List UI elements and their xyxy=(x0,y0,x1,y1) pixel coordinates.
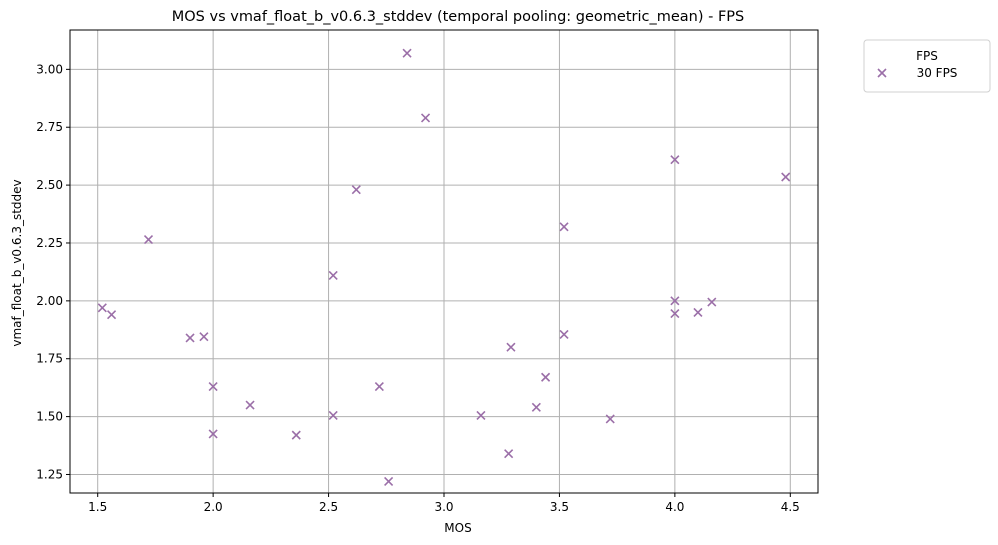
data-point xyxy=(351,185,361,195)
data-point xyxy=(559,222,569,232)
data-point xyxy=(420,113,431,123)
x-axis-ticks: 1.5 2.0 2.5 3.0 3.5 4.0 4.5 xyxy=(88,493,800,514)
y-tick-label: 1.50 xyxy=(36,410,63,424)
data-point xyxy=(245,400,255,410)
data-point xyxy=(504,449,514,459)
data-point xyxy=(670,155,680,165)
data-point xyxy=(208,429,218,439)
legend-marker-x xyxy=(877,68,887,78)
data-point xyxy=(374,381,384,392)
chart-title: MOS vs vmaf_float_b_v0.6.3_stddev (tempo… xyxy=(172,9,745,25)
data-points xyxy=(97,48,791,486)
data-point xyxy=(670,296,680,306)
legend: FPS 30 FPS xyxy=(863,39,991,93)
data-point xyxy=(605,414,615,424)
y-tick-label: 2.75 xyxy=(36,120,63,134)
x-tick-label: 2.5 xyxy=(319,500,338,514)
legend-label-30fps: 30 FPS xyxy=(917,66,958,80)
x-axis-label: MOS xyxy=(444,521,471,535)
data-point xyxy=(199,332,209,342)
y-tick-label: 1.25 xyxy=(36,467,63,481)
data-point xyxy=(541,372,551,382)
y-tick-label: 2.50 xyxy=(36,178,63,192)
data-point xyxy=(693,307,703,317)
data-point xyxy=(208,381,218,392)
legend-frame xyxy=(863,39,991,93)
y-tick-label: 2.25 xyxy=(36,236,63,250)
y-axis-ticks: 1.25 1.50 1.75 2.00 2.25 2.50 2.75 3.00 xyxy=(36,62,70,481)
x-tick-label: 1.5 xyxy=(88,500,107,514)
legend-title: FPS xyxy=(916,49,938,63)
data-point xyxy=(291,430,301,440)
data-point xyxy=(781,172,791,182)
data-point xyxy=(384,476,394,486)
x-tick-label: 4.5 xyxy=(781,500,800,514)
data-point xyxy=(106,310,117,320)
legend-marker-30fps xyxy=(877,68,887,78)
data-point xyxy=(670,309,680,319)
x-tick-label: 4.0 xyxy=(665,500,684,514)
grid xyxy=(70,30,818,493)
data-point xyxy=(185,333,195,343)
data-point xyxy=(328,410,338,421)
data-point xyxy=(402,48,412,58)
data-point xyxy=(476,410,486,421)
data-point xyxy=(559,329,569,339)
data-point xyxy=(707,297,717,307)
data-point xyxy=(97,303,107,313)
y-tick-label: 2.00 xyxy=(36,294,63,308)
x-tick-label: 2.0 xyxy=(204,500,223,514)
y-axis-label: vmaf_float_b_v0.6.3_stddev xyxy=(10,179,24,346)
y-tick-label: 3.00 xyxy=(36,62,63,76)
data-point xyxy=(328,270,338,280)
x-tick-label: 3.5 xyxy=(550,500,569,514)
x-tick-label: 3.0 xyxy=(434,500,453,514)
data-point xyxy=(506,342,516,352)
data-point xyxy=(143,234,154,245)
y-tick-label: 1.75 xyxy=(36,352,63,366)
data-point xyxy=(531,402,541,412)
